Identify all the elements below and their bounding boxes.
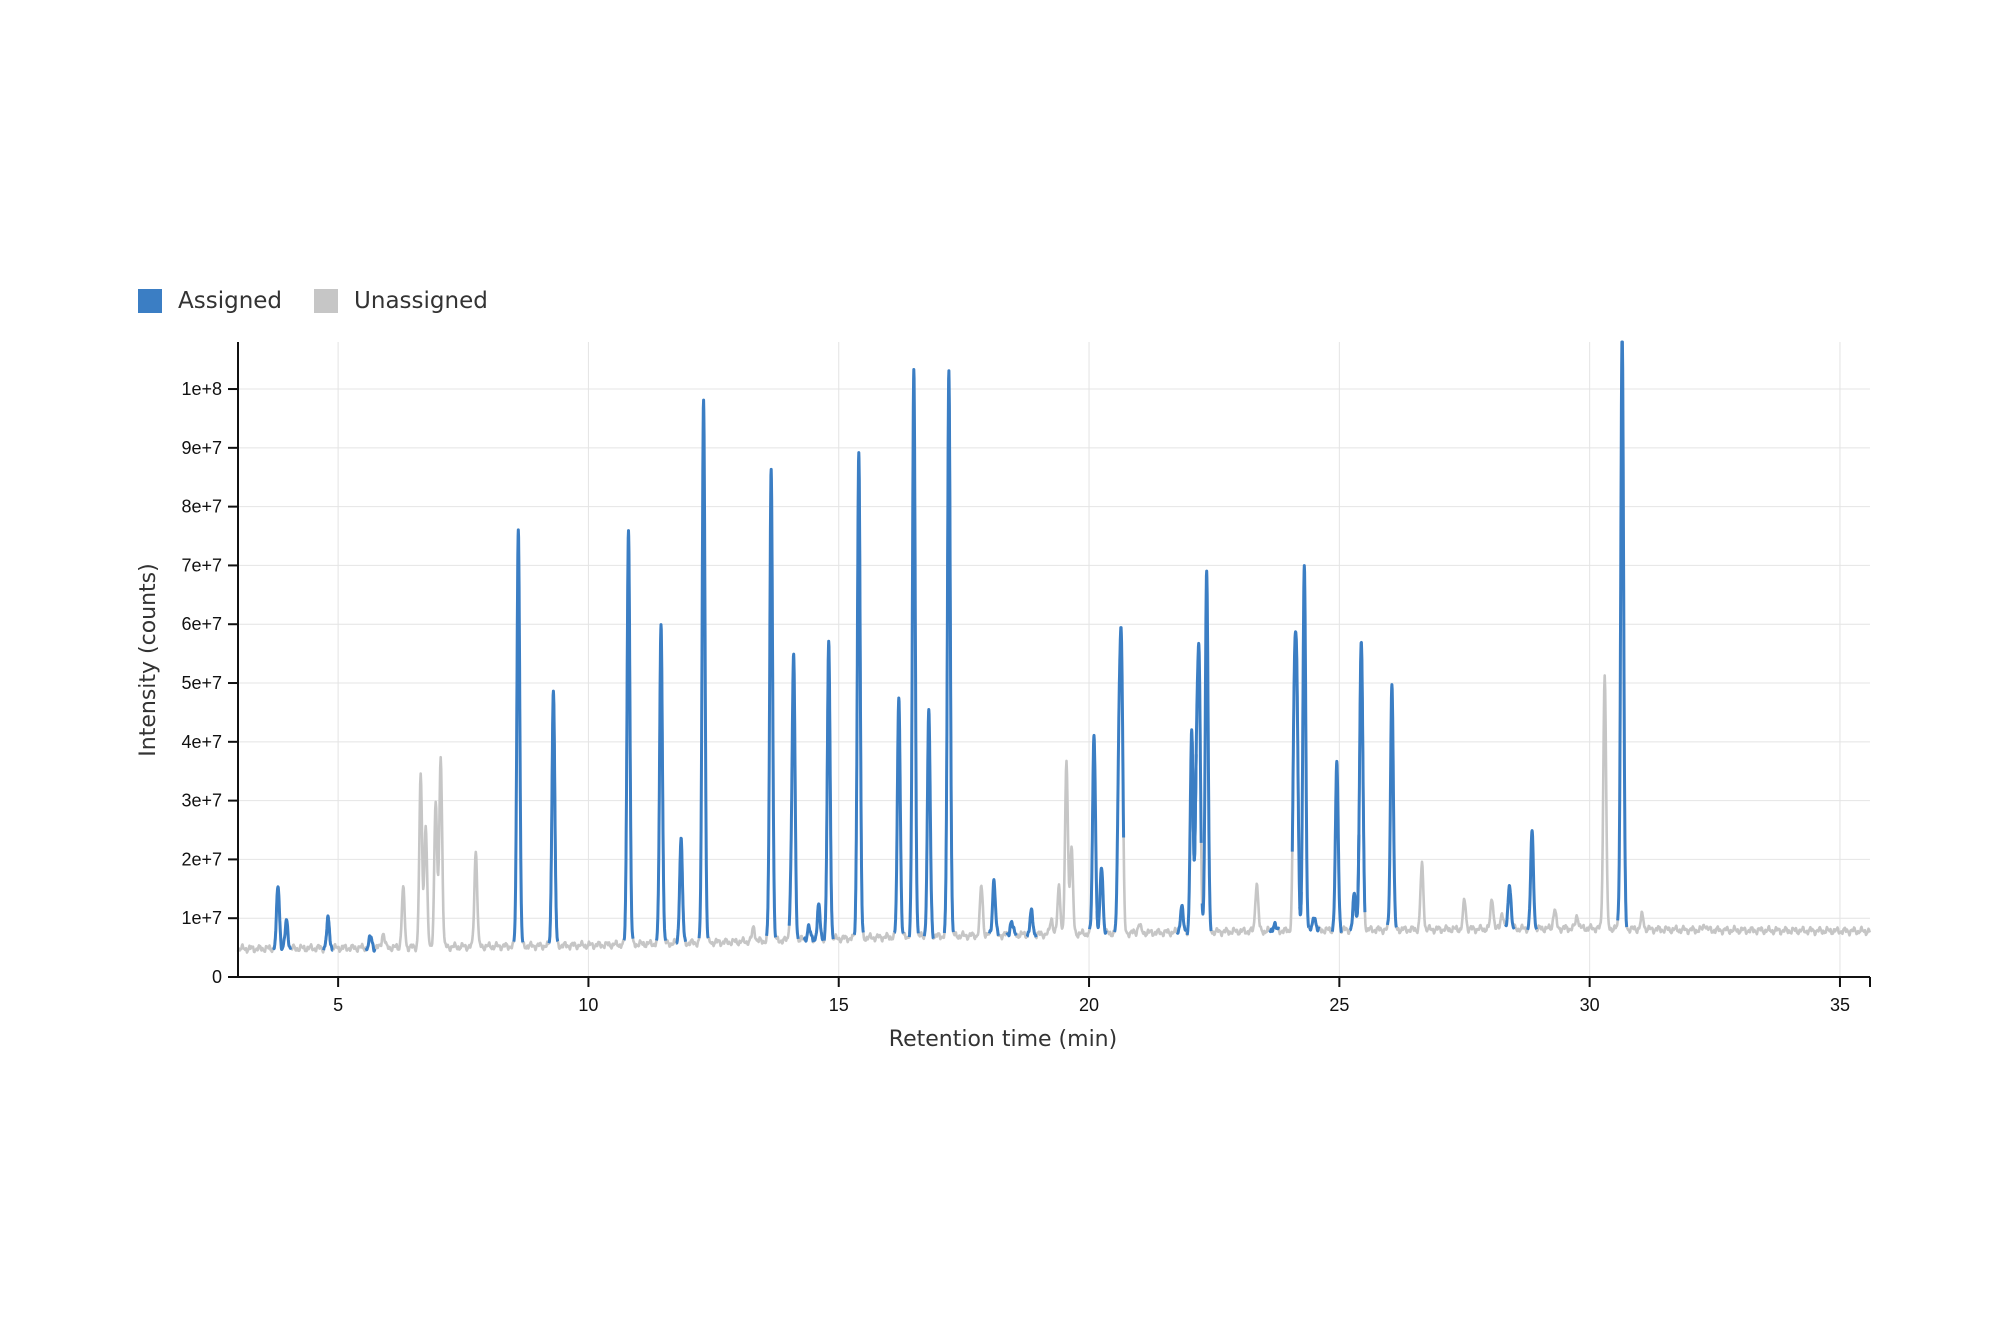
assigned-peak-18	[922, 708, 935, 940]
assigned-peak-0	[272, 885, 284, 951]
assigned-peak-34	[1330, 759, 1343, 934]
assigned-peak-9	[697, 398, 710, 939]
assigned-peak-31	[1290, 630, 1303, 917]
legend-swatch-unassigned	[314, 289, 339, 313]
assigned-peak-12	[802, 923, 815, 943]
x-tick-label: 15	[829, 995, 849, 1015]
y-tick-label: 4e+7	[181, 732, 222, 752]
x-tick-label: 5	[333, 995, 343, 1015]
assigned-peak-1	[280, 918, 293, 950]
assigned-peak-3	[364, 934, 377, 953]
y-tick-label: 5e+7	[181, 673, 222, 693]
axes: 5 10 15 20 25 30 35 0 1e+7 2e+7 3e+7 4e+7 5e+7 6e+7 7e…	[181, 342, 1871, 1015]
assigned-peak-28	[1190, 641, 1203, 862]
assigned-peak-13	[813, 902, 825, 942]
y-tick-label: 0	[212, 967, 222, 987]
assigned-peak-36	[1354, 641, 1367, 918]
assigned-peak-2	[322, 914, 334, 952]
assigned-peak-7	[655, 623, 667, 941]
assigned-peak-19	[942, 369, 955, 934]
chart-legend: Assigned Unassigned	[138, 288, 520, 314]
assigned-peak-39	[1526, 829, 1539, 931]
assigned-peak-29	[1200, 569, 1213, 932]
assigned-peak-10	[765, 467, 778, 938]
assigned-peak-32	[1298, 564, 1311, 929]
assigned-peak-11	[787, 652, 800, 940]
assigned-peak-23	[1088, 733, 1101, 930]
assigned-peak-33	[1308, 916, 1321, 933]
x-tick-label: 35	[1830, 995, 1850, 1015]
y-tick-label: 1e+8	[181, 379, 222, 399]
assigned-peak-4	[512, 528, 525, 943]
assigned-peak-15	[852, 451, 865, 936]
y-tick-label: 2e+7	[181, 849, 222, 869]
grid	[238, 342, 1870, 977]
assigned-peak-17	[907, 368, 920, 938]
legend-item-unassigned[interactable]: Unassigned	[314, 288, 488, 314]
x-axis-title: Retention time (min)	[889, 1027, 1117, 1052]
x-tick-label: 10	[578, 995, 598, 1015]
y-tick-label: 3e+7	[181, 791, 222, 811]
assigned-peak-20	[987, 878, 1000, 937]
y-tick-label: 8e+7	[181, 497, 222, 517]
x-tick-label: 20	[1079, 995, 1099, 1015]
x-tick-label: 25	[1329, 995, 1349, 1015]
y-tick-label: 6e+7	[181, 614, 222, 634]
assigned-peak-38	[1503, 884, 1516, 930]
legend-label-assigned: Assigned	[178, 288, 283, 314]
assigned-peak-14	[822, 639, 835, 941]
y-tick-label: 9e+7	[181, 438, 222, 458]
assigned-peak-26	[1175, 903, 1188, 935]
assigned-peak-37	[1385, 683, 1398, 929]
assigned-peak-8	[675, 836, 687, 945]
assigned-peak-5	[547, 689, 560, 945]
assigned-peak-24	[1095, 866, 1108, 935]
assigned-peak-16	[893, 696, 905, 935]
assigned-peak-21	[1005, 920, 1018, 938]
assigned-peak-40	[1616, 340, 1629, 928]
assigned-peak-30	[1268, 920, 1281, 934]
traces	[236, 340, 1872, 954]
series-unassigned-line	[236, 340, 1872, 954]
assigned-peak-22	[1025, 907, 1038, 938]
legend-item-assigned[interactable]: Assigned	[138, 288, 282, 314]
assigned-peak-6	[622, 529, 635, 942]
y-axis-title: Intensity (counts)	[136, 563, 161, 756]
y-tick-label: 7e+7	[181, 555, 222, 575]
y-tick-label: 1e+7	[181, 908, 222, 928]
assigned-peak-25	[1113, 626, 1126, 933]
legend-label-unassigned: Unassigned	[354, 288, 488, 314]
legend-swatch-assigned	[138, 289, 162, 313]
x-tick-label: 30	[1580, 995, 1600, 1015]
